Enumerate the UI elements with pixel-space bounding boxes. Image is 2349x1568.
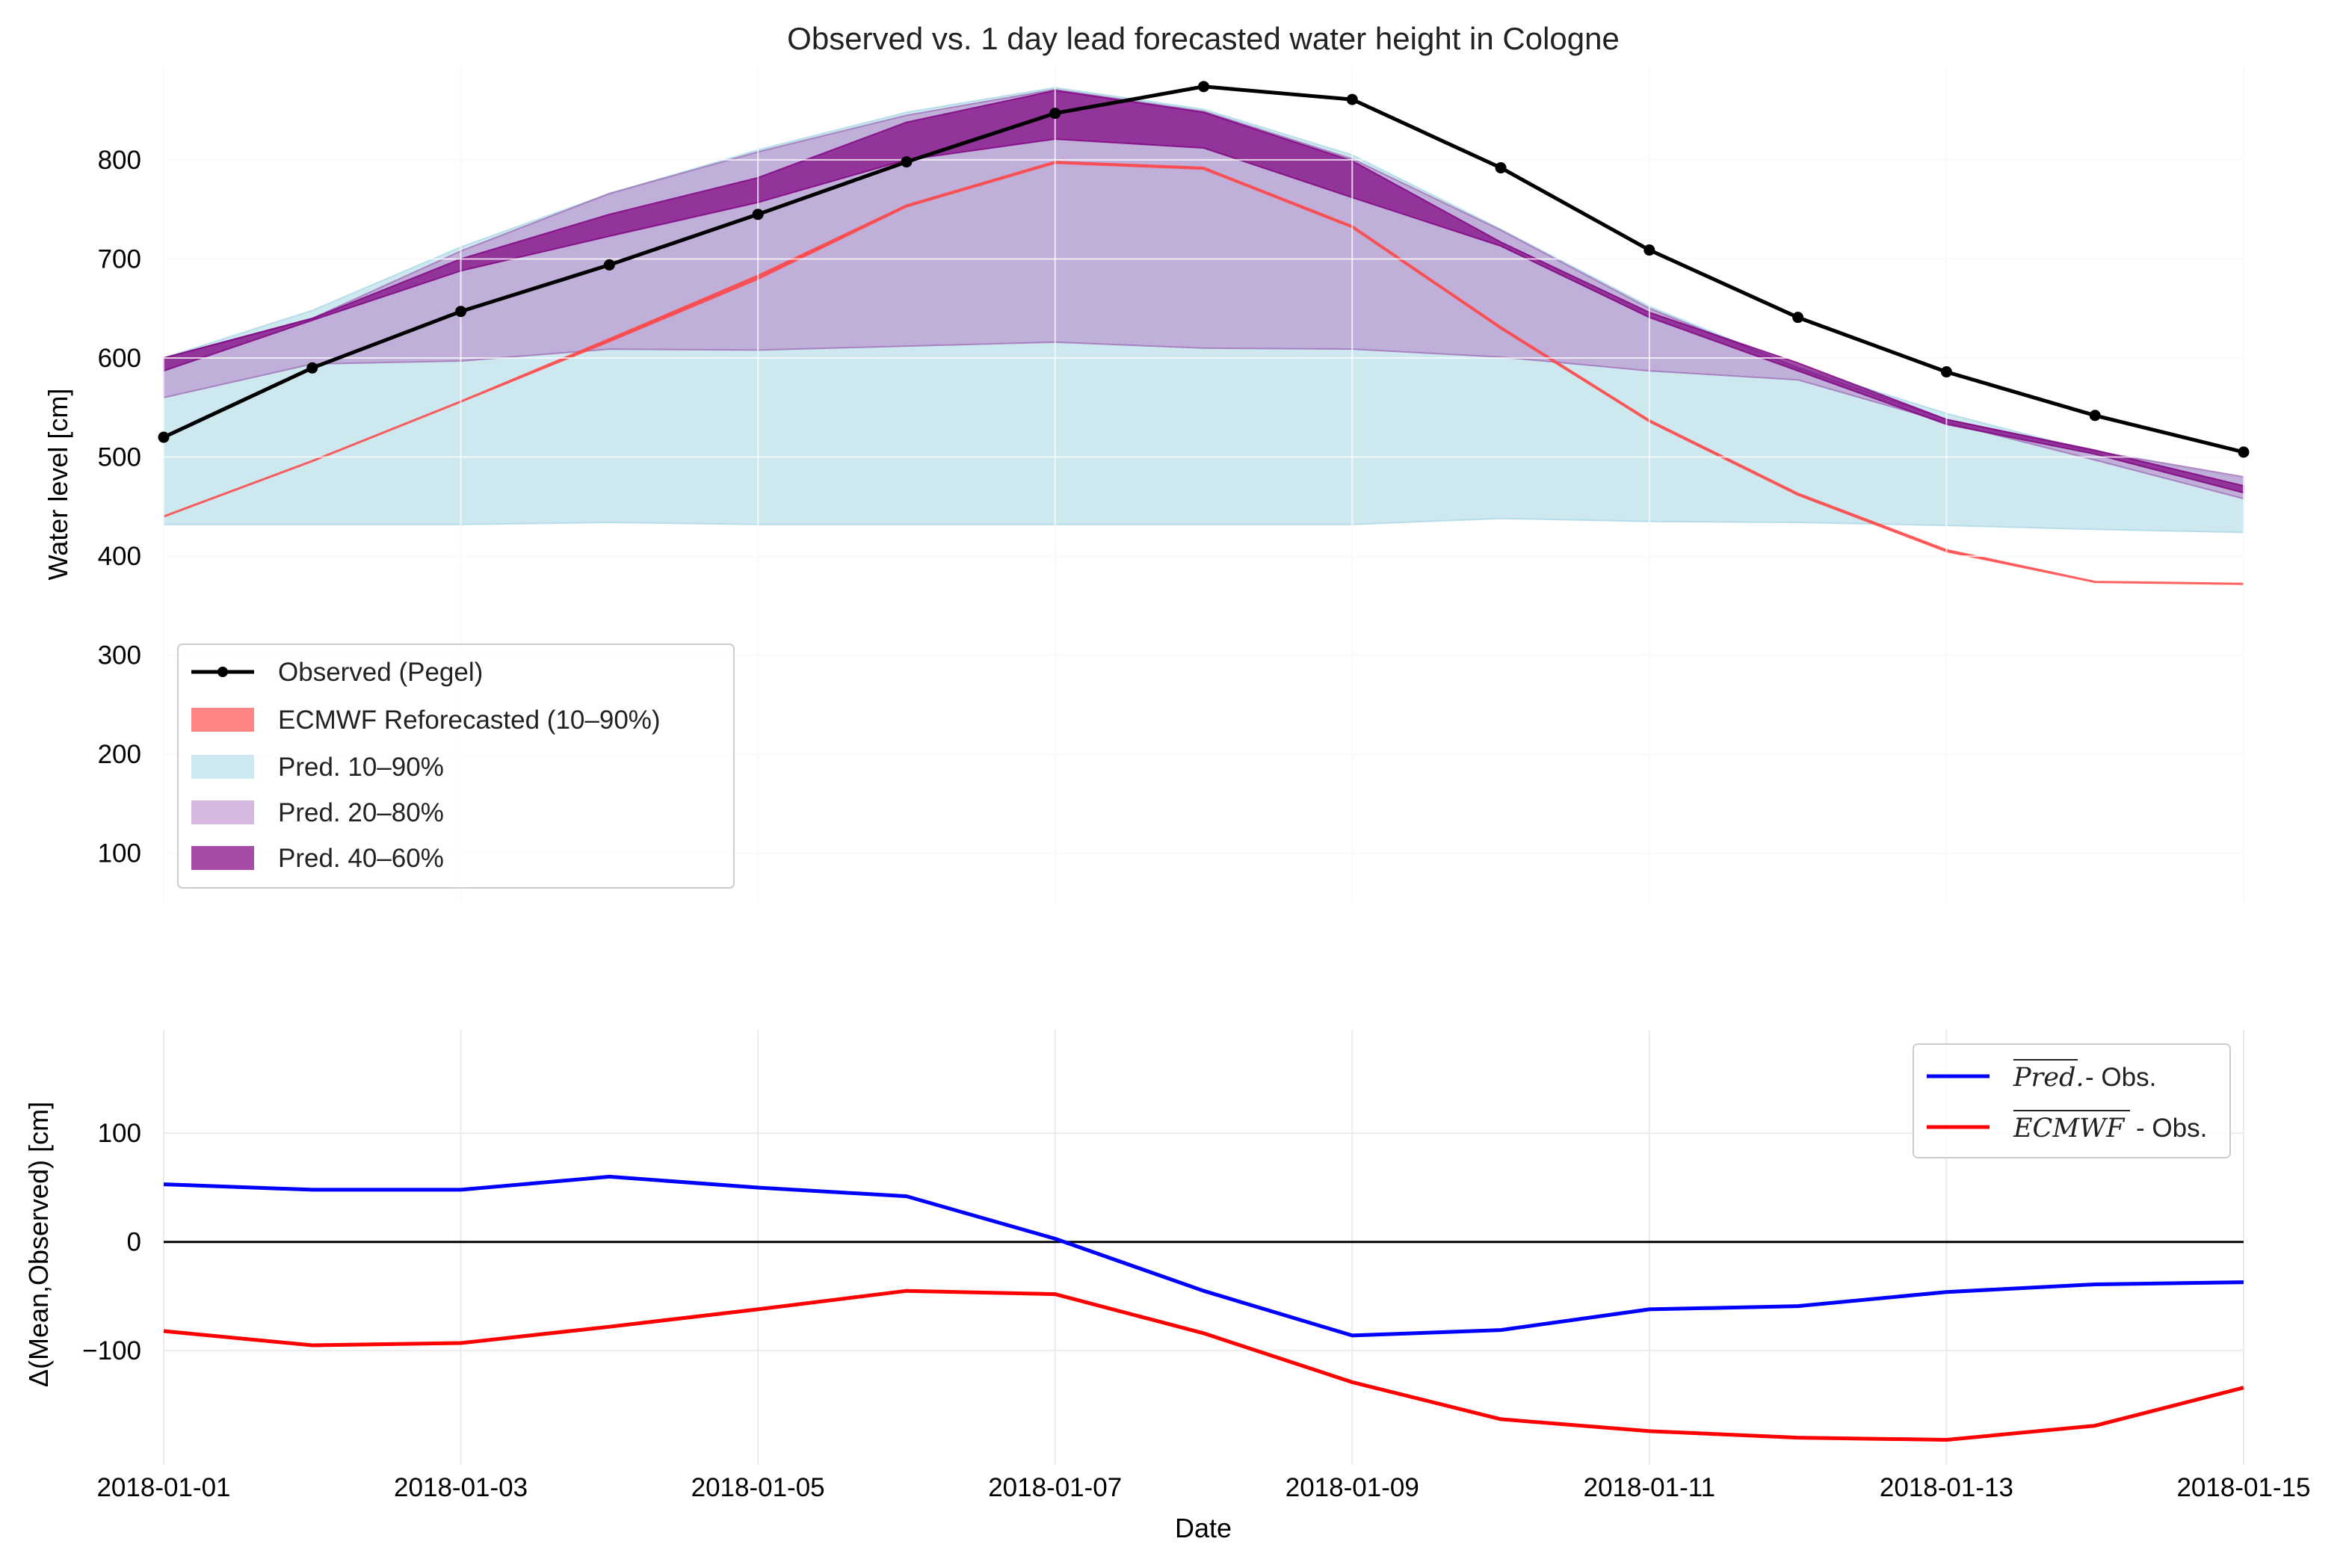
legend-marker-observed <box>217 667 228 677</box>
top-y-tick-label: 600 <box>98 344 141 373</box>
top-gridlines-overlay <box>163 66 2244 903</box>
observed-point <box>901 156 913 168</box>
x-tick-label: 2018-01-15 <box>2176 1473 2310 1502</box>
x-tick-label: 2018-01-03 <box>394 1473 528 1502</box>
legend-label-ecmwf-suffix: - Obs. <box>2136 1114 2207 1143</box>
bottom-y-tick-label: −100 <box>82 1336 141 1365</box>
observed-point <box>2238 446 2250 458</box>
legend-label-pred-mean: Pred. <box>2013 1063 2084 1093</box>
x-tick-label: 2018-01-01 <box>96 1473 230 1502</box>
observed-point <box>1346 93 1358 105</box>
legend-swatch-ecmwf <box>191 708 254 732</box>
observed-point <box>1643 244 1655 256</box>
x-tick-labels: 2018-01-01 2018-01-03 2018-01-05 2018-01-07… <box>96 1473 2310 1502</box>
x-tick-label: 2018-01-09 <box>1285 1473 1419 1502</box>
top-legend: Observed (Pegel) ECMWF Reforecasted (10–… <box>177 643 735 889</box>
legend-label-pred-10-90: Pred. 10–90% <box>278 753 444 782</box>
observed-series <box>158 81 2250 458</box>
legend-label-observed: Observed (Pegel) <box>278 658 483 687</box>
observed-point <box>603 259 615 271</box>
legend-swatch-pred-40-60 <box>191 846 254 870</box>
bottom-series <box>163 1174 2244 1442</box>
observed-point <box>1792 312 1804 324</box>
legend-label-pred-suffix: - Obs. <box>2085 1063 2156 1092</box>
top-y-tick-label: 800 <box>98 146 141 175</box>
top-y-tick-label: 700 <box>98 244 141 274</box>
diff-line-ecmwf <box>163 1288 2244 1442</box>
top-y-tick-label: 100 <box>98 839 141 868</box>
legend-label-pred-20-80: Pred. 20–80% <box>278 798 444 827</box>
top-y-tick-label: 300 <box>98 641 141 670</box>
x-axis-label: Date <box>1175 1513 1232 1543</box>
observed-point <box>1198 81 1209 93</box>
top-y-tick-label: 200 <box>98 740 141 769</box>
x-tick-label: 2018-01-05 <box>691 1473 825 1502</box>
observed-point <box>1049 108 1061 120</box>
observed-point <box>306 362 318 374</box>
bottom-legend-frame <box>1913 1043 2231 1158</box>
top-y-tick-label: 400 <box>98 542 141 571</box>
chart-title: Observed vs. 1 day lead forecasted water… <box>787 21 1620 56</box>
x-tick-label: 2018-01-13 <box>1880 1473 2013 1502</box>
observed-point <box>158 431 170 443</box>
bottom-y-axis-label: Δ(Mean,Observed) [cm] <box>23 1102 54 1387</box>
bottom-gridlines <box>163 1030 2244 1465</box>
top-y-tick-labels: 100 200 300 400 500 600 700 800 <box>98 146 141 868</box>
observed-point <box>455 306 467 318</box>
bottom-y-tick-label: 100 <box>98 1119 141 1148</box>
observed-point <box>1495 162 1507 174</box>
x-tick-label: 2018-01-11 <box>1584 1473 1715 1502</box>
legend-label-ecmwf-mean: ECMWF <box>2013 1114 2126 1143</box>
top-y-axis-label: Water level [cm] <box>43 389 73 581</box>
bottom-legend: Pred. - Obs. ECMWF - Obs. <box>1913 1043 2231 1158</box>
x-tick-label: 2018-01-07 <box>988 1473 1122 1502</box>
bottom-y-tick-label: 0 <box>127 1228 141 1257</box>
diff-line-pred- <box>163 1174 2244 1338</box>
observed-point <box>752 209 764 220</box>
legend-swatch-pred-20-80 <box>191 800 254 824</box>
bottom-y-tick-labels: −100 0 100 <box>82 1119 141 1365</box>
observed-point <box>1940 366 1952 378</box>
legend-label-pred-40-60: Pred. 40–60% <box>278 844 444 873</box>
top-y-tick-label: 500 <box>98 443 141 472</box>
observed-point <box>2089 410 2101 422</box>
top-legend-frame <box>177 643 735 889</box>
legend-label-ecmwf: ECMWF Reforecasted (10–90%) <box>278 706 661 735</box>
legend-swatch-pred-10-90 <box>191 755 254 779</box>
